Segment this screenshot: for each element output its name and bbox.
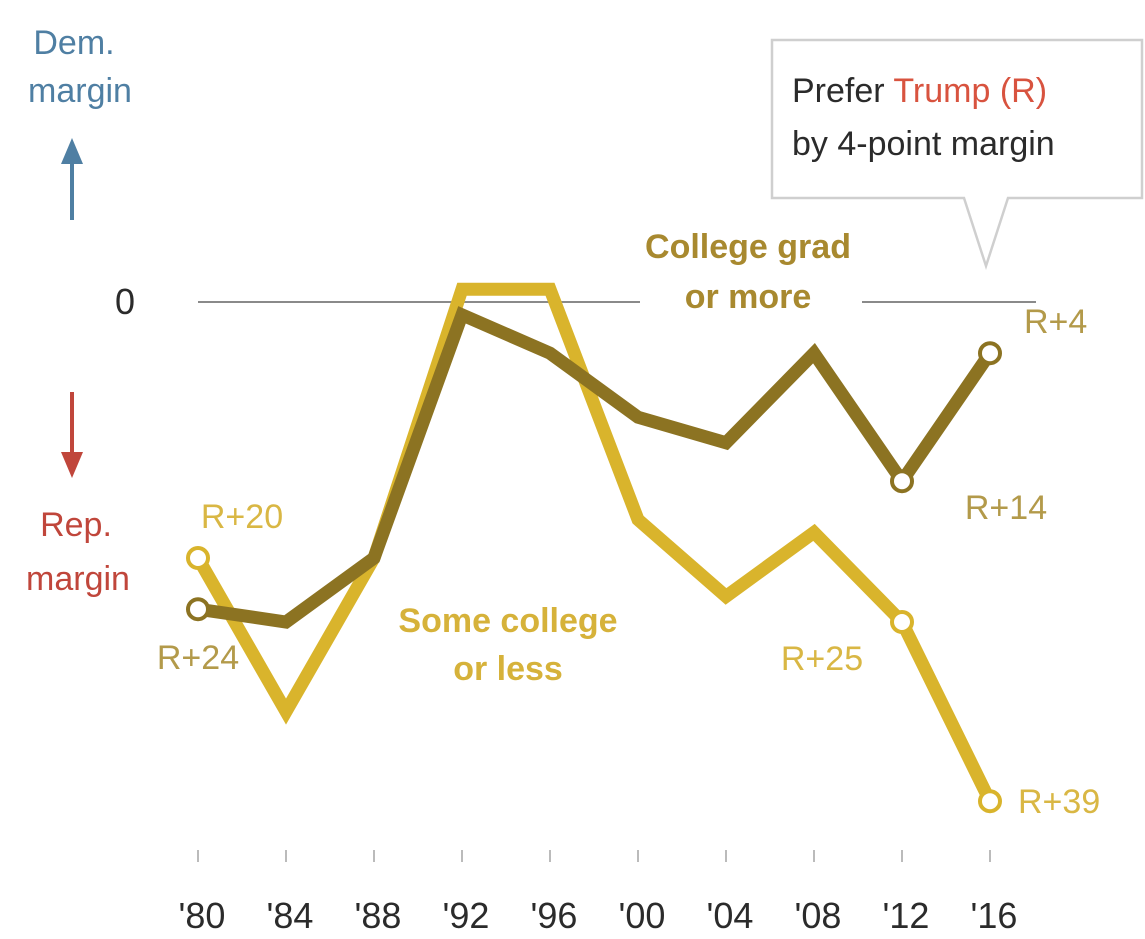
- series-layer: [192, 282, 996, 805]
- data-point-marker: [978, 789, 1002, 814]
- data-point-marker: [978, 341, 1002, 366]
- dem-margin-legend: Dem. margin: [28, 24, 132, 220]
- rep-margin-legend: Rep. margin: [26, 392, 130, 598]
- data-point-marker: [186, 597, 210, 622]
- x-tick-label: '96: [531, 895, 578, 936]
- x-tick-label: '84: [267, 895, 314, 936]
- arrow-up-icon: [61, 138, 83, 220]
- callout: Prefer Trump (R) by 4-point margin: [770, 38, 1144, 271]
- series-label-layer: College grad or more Some college or less: [398, 228, 851, 688]
- series-label-0: College grad: [645, 228, 851, 266]
- data-point-marker: [890, 469, 914, 494]
- data-label: R+20: [201, 498, 283, 536]
- x-tick-label: '16: [971, 895, 1018, 936]
- marker-layer: [186, 341, 1002, 814]
- data-label-layer: R+24 R+14 R+4 R+20 R+25 R+39: [157, 303, 1100, 821]
- data-label: R+24: [157, 639, 239, 677]
- callout-line-2: by 4-point margin: [792, 125, 1055, 163]
- x-tick-label: '88: [355, 895, 402, 936]
- data-label: R+4: [1024, 303, 1087, 341]
- callout-box: [770, 38, 1144, 271]
- x-tick-label: '08: [795, 895, 842, 936]
- callout-highlight: Trump (R): [893, 72, 1047, 110]
- series-line-0: [197, 306, 996, 629]
- x-tick-label: '00: [619, 895, 666, 936]
- data-label: R+25: [781, 640, 863, 678]
- dem-margin-label-line-1: Dem.: [33, 24, 114, 62]
- arrow-down-icon: [61, 392, 83, 478]
- data-point-marker: [186, 546, 210, 570]
- series-label-1: Some college: [398, 602, 617, 640]
- x-axis: '80 '84 '88 '92 '96 '00 '04 '08 '12 '16: [179, 850, 1018, 936]
- x-tick-label: '80: [179, 895, 226, 936]
- series-label-1: or less: [453, 650, 563, 688]
- data-label: R+14: [965, 489, 1047, 527]
- x-tick-label: '12: [883, 895, 930, 936]
- x-tick-label: '92: [443, 895, 490, 936]
- dem-margin-label-line-2: margin: [28, 72, 132, 110]
- rep-margin-label-line-2: margin: [26, 560, 130, 598]
- y-zero-label: 0: [115, 281, 135, 322]
- series-line-1: [192, 282, 996, 805]
- x-tick-label: '04: [707, 895, 754, 936]
- rep-margin-label-line-1: Rep.: [40, 506, 112, 544]
- callout-line-1: Prefer Trump (R): [792, 72, 1047, 110]
- data-point-marker: [890, 610, 914, 634]
- callout-prefix: Prefer: [792, 72, 893, 110]
- data-label: R+39: [1018, 783, 1100, 821]
- series-label-0: or more: [685, 278, 812, 316]
